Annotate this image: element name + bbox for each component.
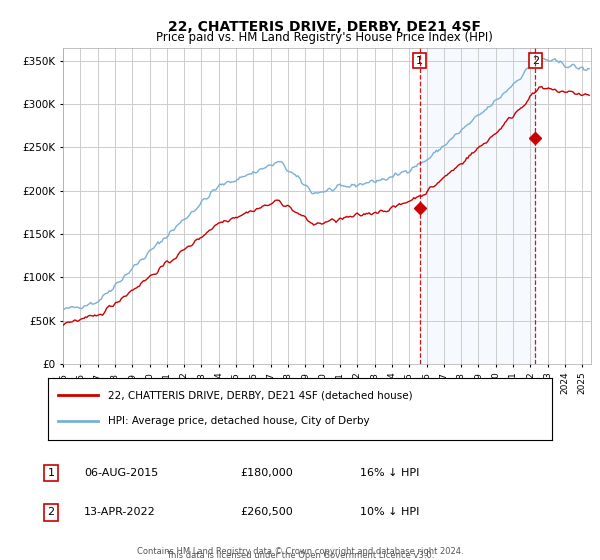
Text: £260,500: £260,500 xyxy=(240,507,293,517)
Text: 10% ↓ HPI: 10% ↓ HPI xyxy=(360,507,419,517)
Text: HPI: Average price, detached house, City of Derby: HPI: Average price, detached house, City… xyxy=(109,416,370,426)
Text: Contains HM Land Registry data © Crown copyright and database right 2024.: Contains HM Land Registry data © Crown c… xyxy=(137,547,463,556)
Text: 1: 1 xyxy=(416,55,423,66)
Text: This data is licensed under the Open Government Licence v3.0.: This data is licensed under the Open Gov… xyxy=(166,551,434,560)
Text: 2: 2 xyxy=(47,507,55,517)
Text: 2: 2 xyxy=(532,55,539,66)
Bar xyxy=(419,48,535,364)
Text: 06-AUG-2015: 06-AUG-2015 xyxy=(84,468,158,478)
Text: Price paid vs. HM Land Registry's House Price Index (HPI): Price paid vs. HM Land Registry's House … xyxy=(155,31,493,44)
Text: 22, CHATTERIS DRIVE, DERBY, DE21 4SF: 22, CHATTERIS DRIVE, DERBY, DE21 4SF xyxy=(167,20,481,34)
Text: £180,000: £180,000 xyxy=(240,468,293,478)
Text: 1: 1 xyxy=(47,468,55,478)
Text: 13-APR-2022: 13-APR-2022 xyxy=(84,507,156,517)
Text: 22, CHATTERIS DRIVE, DERBY, DE21 4SF (detached house): 22, CHATTERIS DRIVE, DERBY, DE21 4SF (de… xyxy=(109,390,413,400)
Text: 16% ↓ HPI: 16% ↓ HPI xyxy=(360,468,419,478)
